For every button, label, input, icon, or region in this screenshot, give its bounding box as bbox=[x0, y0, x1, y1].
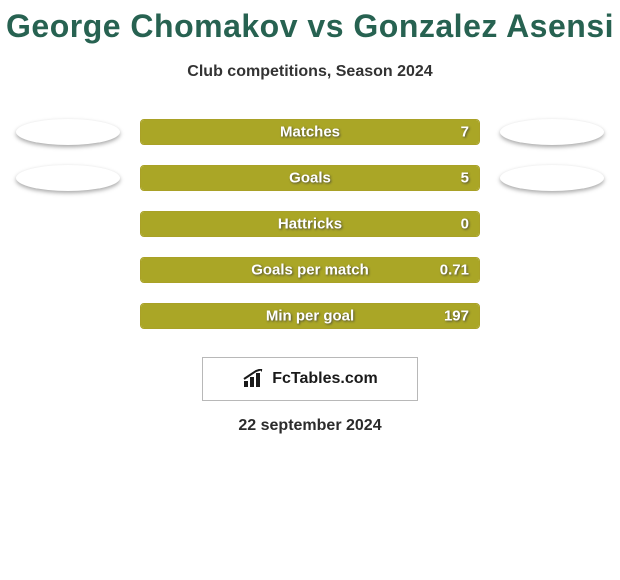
bar-fill bbox=[141, 304, 479, 328]
stat-bar: Hattricks0 bbox=[140, 211, 480, 237]
stat-bar: Matches7 bbox=[140, 119, 480, 145]
right-blob bbox=[500, 165, 604, 191]
stat-bar: Goals per match0.71 bbox=[140, 257, 480, 283]
date-label: 22 september 2024 bbox=[0, 417, 620, 435]
right-blob bbox=[500, 119, 604, 145]
stat-row: Hattricks0 bbox=[0, 201, 620, 247]
page-title: George Chomakov vs Gonzalez Asensi bbox=[0, 0, 620, 45]
stat-row: Goals5 bbox=[0, 155, 620, 201]
logo-text: FcTables.com bbox=[272, 370, 378, 388]
bar-fill bbox=[141, 212, 479, 236]
stats-container: Matches7 Goals5 Hattricks0 Goals per match0… bbox=[0, 109, 620, 339]
stat-row: Matches7 bbox=[0, 109, 620, 155]
logo-box[interactable]: FcTables.com bbox=[202, 357, 418, 401]
bar-fill bbox=[141, 166, 479, 190]
stat-bar: Goals5 bbox=[140, 165, 480, 191]
subtitle: Club competitions, Season 2024 bbox=[0, 63, 620, 81]
bar-fill bbox=[141, 120, 479, 144]
bar-chart-icon bbox=[242, 369, 266, 389]
left-blob bbox=[16, 165, 120, 191]
stat-row: Min per goal197 bbox=[0, 293, 620, 339]
bar-fill bbox=[141, 258, 479, 282]
stat-row: Goals per match0.71 bbox=[0, 247, 620, 293]
left-blob bbox=[16, 119, 120, 145]
stat-bar: Min per goal197 bbox=[140, 303, 480, 329]
